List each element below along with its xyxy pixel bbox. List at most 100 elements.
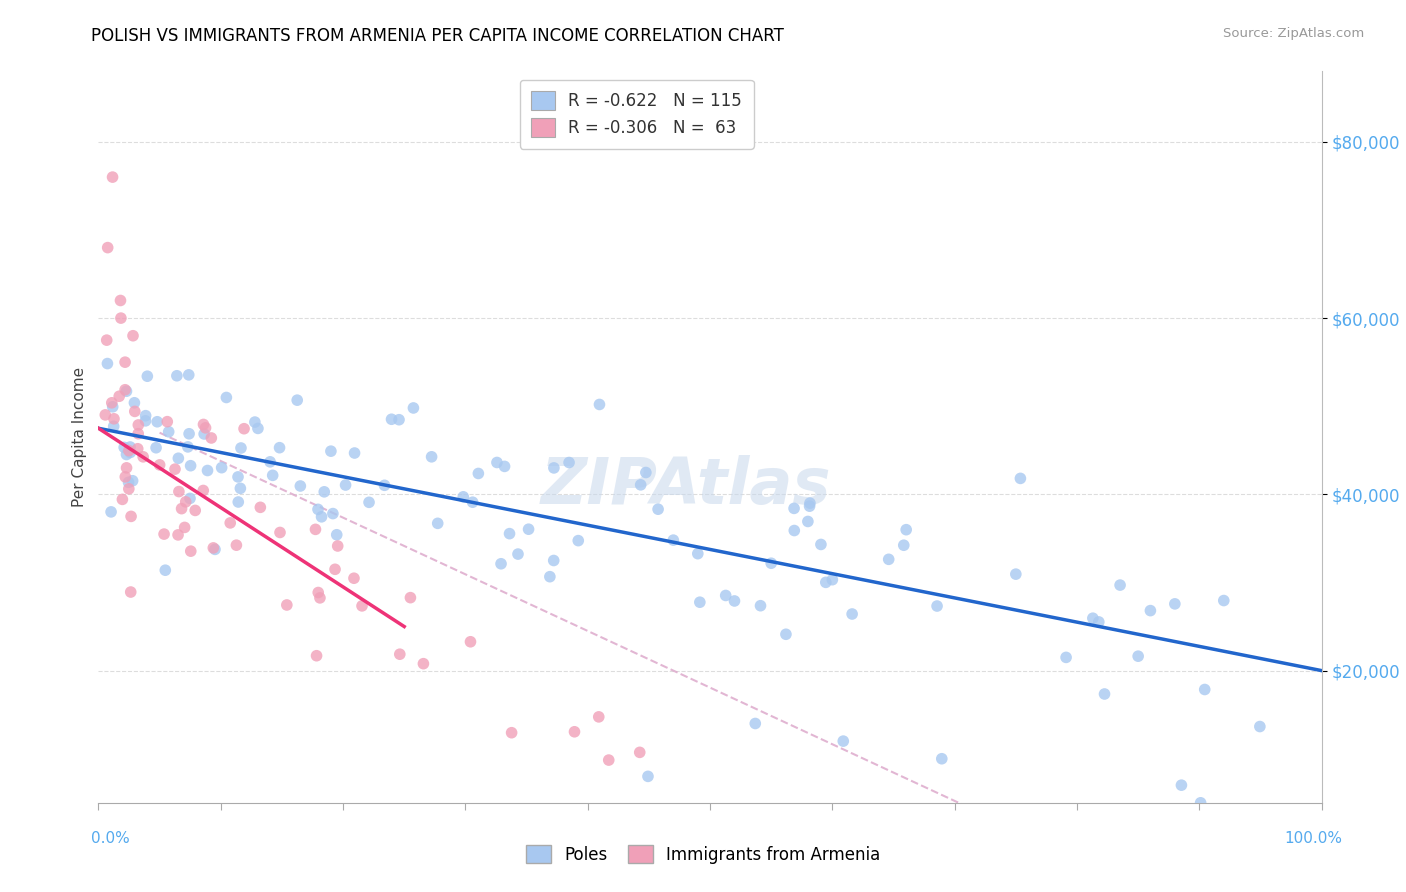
Point	[564, 724, 586, 739]
Point	[925, 599, 948, 613]
Point	[319, 444, 342, 458]
Point	[101, 170, 124, 185]
Point	[501, 725, 523, 739]
Point	[1054, 650, 1077, 665]
Point	[193, 483, 215, 498]
Point	[1170, 778, 1192, 792]
Point	[485, 455, 508, 469]
Point	[893, 538, 915, 552]
Point	[558, 456, 581, 470]
Point	[1109, 578, 1132, 592]
Point	[373, 478, 395, 492]
Point	[177, 426, 200, 441]
Point	[322, 507, 344, 521]
Point	[132, 450, 155, 464]
Point	[112, 441, 135, 455]
Point	[896, 523, 918, 537]
Text: ZIPAtlas: ZIPAtlas	[540, 455, 831, 516]
Point	[166, 368, 188, 383]
Point	[335, 478, 357, 492]
Point	[118, 443, 141, 458]
Point	[94, 408, 117, 422]
Point	[689, 595, 711, 609]
Point	[121, 474, 143, 488]
Point	[157, 425, 180, 439]
Text: 0.0%: 0.0%	[91, 831, 131, 846]
Point	[246, 421, 269, 435]
Point	[323, 562, 346, 576]
Point	[494, 459, 516, 474]
Point	[180, 544, 202, 558]
Point	[841, 607, 863, 621]
Point	[1212, 593, 1234, 607]
Point	[498, 526, 520, 541]
Point	[290, 479, 312, 493]
Point	[877, 552, 900, 566]
Point	[350, 599, 373, 613]
Point	[96, 357, 118, 371]
Point	[211, 460, 233, 475]
Point	[1094, 687, 1116, 701]
Point	[1081, 611, 1104, 625]
Point	[197, 463, 219, 477]
Point	[219, 516, 242, 530]
Text: POLISH VS IMMIGRANTS FROM ARMENIA PER CAPITA INCOME CORRELATION CHART: POLISH VS IMMIGRANTS FROM ARMENIA PER CA…	[91, 27, 785, 45]
Point	[276, 598, 298, 612]
Point	[832, 734, 855, 748]
Point	[115, 448, 138, 462]
Point	[202, 541, 225, 555]
Point	[460, 634, 482, 648]
Point	[1128, 649, 1150, 664]
Point	[467, 467, 489, 481]
Point	[314, 484, 336, 499]
Point	[225, 538, 247, 552]
Point	[461, 495, 484, 509]
Point	[110, 311, 132, 326]
Point	[426, 516, 449, 531]
Point	[155, 563, 177, 577]
Point	[797, 515, 820, 529]
Point	[120, 445, 142, 459]
Point	[783, 524, 806, 538]
Point	[799, 499, 821, 513]
Point	[153, 527, 176, 541]
Point	[517, 522, 540, 536]
Point	[134, 414, 156, 428]
Point	[285, 393, 308, 408]
Point	[167, 484, 190, 499]
Point	[117, 475, 139, 490]
Point	[135, 409, 157, 423]
Point	[233, 422, 256, 436]
Point	[167, 451, 190, 466]
Point	[127, 442, 149, 456]
Point	[305, 648, 328, 663]
Point	[127, 426, 149, 441]
Point	[145, 441, 167, 455]
Point	[775, 627, 797, 641]
Point	[114, 355, 136, 369]
Point	[194, 421, 217, 435]
Point	[647, 502, 669, 516]
Point	[343, 571, 366, 585]
Point	[136, 369, 159, 384]
Point	[97, 241, 120, 255]
Point	[1010, 471, 1032, 485]
Point	[103, 419, 125, 434]
Point	[543, 553, 565, 567]
Point	[229, 441, 252, 455]
Point	[453, 490, 475, 504]
Point	[226, 495, 249, 509]
Point	[101, 396, 124, 410]
Point	[269, 441, 291, 455]
Point	[103, 411, 125, 425]
Point	[637, 769, 659, 783]
Point	[193, 417, 215, 432]
Point	[120, 585, 142, 599]
Point	[543, 461, 565, 475]
Point	[1249, 720, 1271, 734]
Point	[179, 491, 201, 506]
Point	[120, 440, 142, 454]
Point	[108, 389, 131, 403]
Point	[177, 440, 200, 454]
Point	[489, 557, 512, 571]
